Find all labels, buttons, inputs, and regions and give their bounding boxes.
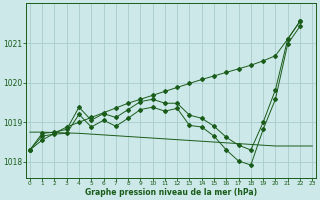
X-axis label: Graphe pression niveau de la mer (hPa): Graphe pression niveau de la mer (hPa) (85, 188, 257, 197)
